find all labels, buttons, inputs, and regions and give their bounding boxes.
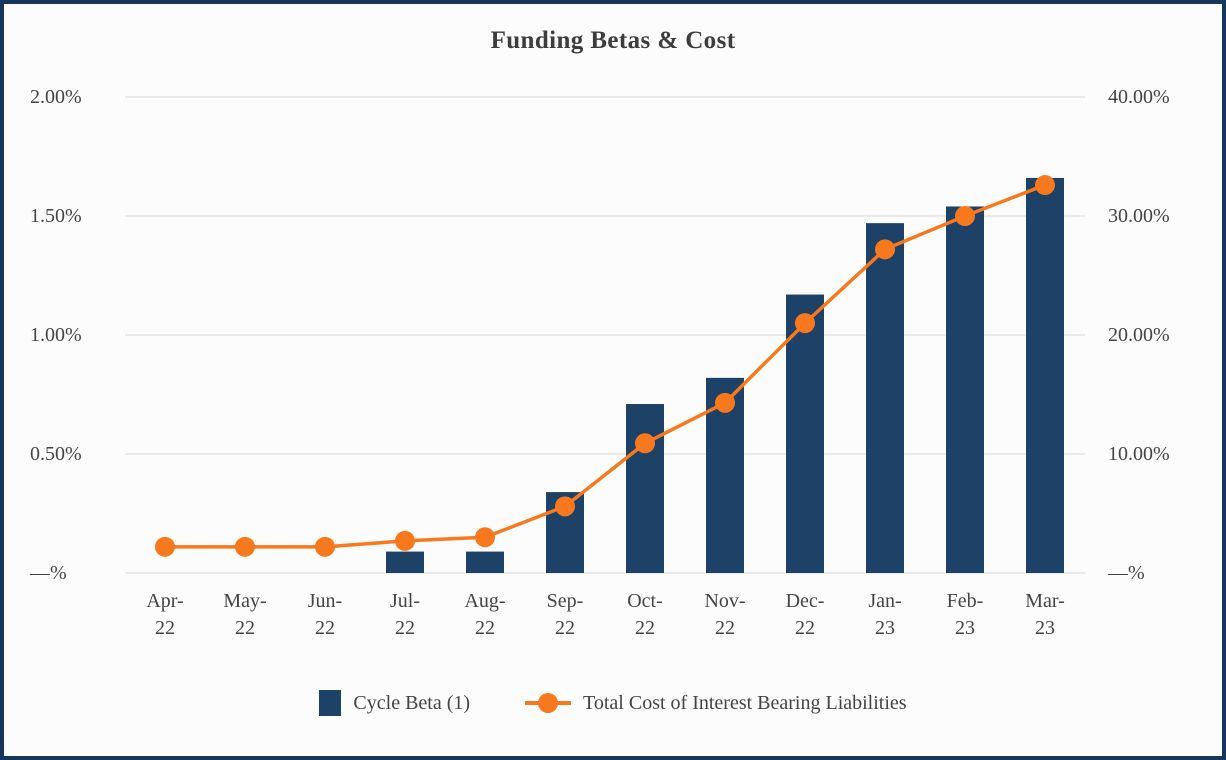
line-series-swatch-icon — [525, 692, 572, 714]
right-axis-tick: 20.00% — [1108, 324, 1170, 346]
bar-Mar-23 — [1026, 177, 1064, 574]
line-marker-Feb-23 — [955, 206, 975, 226]
total-cost-line — [163, 183, 1047, 549]
right-axis-tick: 10.00% — [1108, 443, 1170, 465]
bar-Feb-23 — [946, 206, 984, 574]
bar-Jul-22 — [386, 551, 424, 573]
x-axis-label-Mar-23: Mar- 23 — [1025, 590, 1065, 639]
x-axis-label-Jul-22: Jul- 22 — [390, 590, 420, 639]
left-axis-tick: 0.50% — [30, 443, 82, 465]
legend-item-cycle-beta: Cycle Beta (1) — [319, 690, 470, 716]
line-marker-Dec-22 — [795, 313, 815, 334]
line-marker-Jul-22 — [395, 530, 415, 551]
legend-item-total-cost: Total Cost of Interest Bearing Liabiliti… — [525, 692, 907, 715]
bar-series-swatch-icon — [319, 690, 342, 716]
left-axis-tick: 1.50% — [30, 205, 82, 227]
bar-Dec-22 — [786, 294, 824, 573]
x-axis-label-May-22: May- 22 — [223, 590, 267, 639]
bar-Oct-22 — [626, 404, 664, 573]
x-axis-label-Feb-23: Feb- 23 — [946, 590, 984, 639]
x-axis-label-Jan-23: Jan- 23 — [868, 590, 902, 639]
left-axis-tick: 1.00% — [30, 324, 82, 346]
left-axis-tick: 2.00% — [30, 86, 82, 108]
x-axis-label-Jun-22: Jun- 22 — [307, 590, 343, 639]
line-marker-Jun-22 — [315, 536, 335, 557]
x-axis-label-Dec-22: Dec- 22 — [785, 590, 825, 639]
line-marker-Sep-22 — [555, 496, 575, 517]
x-axis-label-Apr-22: Apr- 22 — [146, 590, 184, 639]
line-marker-May-22 — [235, 536, 255, 557]
x-axis-label-Nov-22: Nov- 22 — [704, 590, 746, 639]
line-marker-Mar-23 — [1035, 175, 1055, 196]
x-axis-label-Oct-22: Oct- 22 — [627, 590, 663, 639]
x-axis-label-Sep-22: Sep- 22 — [546, 590, 584, 639]
chart-legend: Cycle Beta (1) Total Cost of Interest Be… — [0, 690, 1226, 716]
right-axis-tick: 40.00% — [1108, 86, 1170, 108]
chart-title: Funding Betas & Cost — [490, 27, 736, 54]
x-axis-label-Aug-22: Aug- 22 — [464, 590, 506, 639]
legend-label-total-cost: Total Cost of Interest Bearing Liabiliti… — [583, 691, 907, 714]
right-axis-tick: —% — [1108, 562, 1145, 584]
line-marker-Aug-22 — [475, 527, 495, 548]
line-marker-Nov-22 — [715, 392, 735, 413]
legend-label-cycle-beta: Cycle Beta (1) — [353, 691, 471, 714]
line-marker-Jan-23 — [875, 239, 895, 260]
line-marker-Oct-22 — [635, 433, 655, 454]
bar-Aug-22 — [466, 551, 504, 573]
line-swatch-marker-icon — [538, 693, 559, 713]
right-axis-tick: 30.00% — [1108, 205, 1170, 227]
bar-Jan-23 — [866, 223, 904, 573]
left-axis-tick: —% — [30, 562, 67, 584]
line-marker-Apr-22 — [155, 536, 175, 557]
